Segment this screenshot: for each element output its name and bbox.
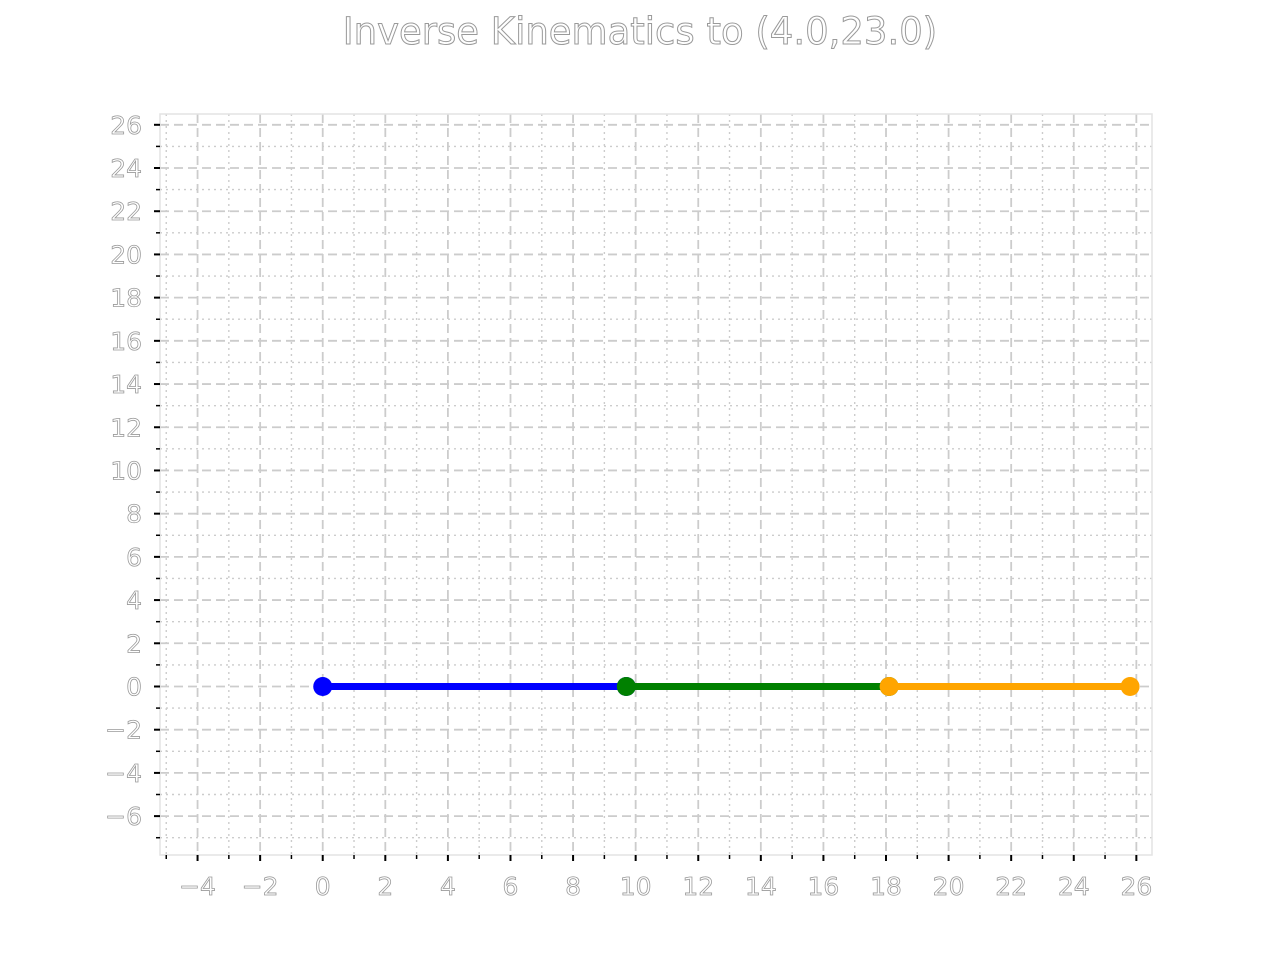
- y-tick-label: 26: [110, 111, 142, 140]
- x-tick-label: 0: [315, 872, 331, 901]
- tick-layer: [154, 123, 1138, 861]
- y-tick-label: 16: [110, 327, 142, 356]
- x-tick-label: 12: [682, 872, 714, 901]
- x-tick-label: 8: [565, 872, 581, 901]
- grid-layer: [160, 114, 1152, 855]
- y-tick-label: 2: [126, 629, 142, 658]
- y-tick-label: 14: [110, 370, 142, 399]
- x-tick-label: 14: [745, 872, 777, 901]
- x-tick-label: −2: [242, 872, 279, 901]
- y-tick-label: 18: [110, 284, 142, 313]
- y-tick-label: 20: [110, 240, 142, 269]
- y-tick-label: 10: [110, 456, 142, 485]
- y-tick-label: 22: [110, 197, 142, 226]
- chart-title: Inverse Kinematics to (4.0,23.0): [342, 10, 938, 54]
- y-tick-label: −2: [105, 716, 142, 745]
- joint-marker: [616, 676, 636, 696]
- y-tick-label: 8: [126, 500, 142, 529]
- y-tick-label: −6: [105, 802, 142, 831]
- x-tick-label: 18: [870, 872, 902, 901]
- joint-marker: [1120, 676, 1140, 696]
- tick-label-layer: −4 −2 0 2 4 6 8 10 12 14 16 18 20 22 24 26−6−4−20246810…: [105, 110, 1153, 901]
- y-tick-label: 0: [126, 672, 142, 701]
- x-tick-label: 4: [440, 872, 456, 901]
- arm-segment-3: [879, 676, 1140, 696]
- y-tick-label: 4: [126, 586, 142, 615]
- series-layer: [313, 676, 1140, 696]
- y-tick-label: 12: [110, 413, 142, 442]
- x-tick-label: 10: [620, 872, 652, 901]
- y-tick-label: 24: [110, 154, 142, 183]
- x-tick-label: 16: [808, 872, 840, 901]
- x-tick-label: 22: [995, 872, 1027, 901]
- joint-marker: [879, 676, 899, 696]
- y-tick-label: −4: [105, 759, 142, 788]
- x-tick-label: 6: [503, 872, 519, 901]
- x-tick-label: 20: [933, 872, 965, 901]
- x-tick-label: 26: [1120, 872, 1152, 901]
- x-tick-label: 24: [1058, 872, 1090, 901]
- x-tick-label: 2: [377, 872, 393, 901]
- y-tick-label: 6: [126, 543, 142, 572]
- x-tick-label: −4: [179, 872, 216, 901]
- joint-marker: [313, 676, 333, 696]
- arm-segment-1: [313, 676, 636, 696]
- axes-frame: [159, 113, 1153, 856]
- arm-segment-2: [616, 676, 899, 696]
